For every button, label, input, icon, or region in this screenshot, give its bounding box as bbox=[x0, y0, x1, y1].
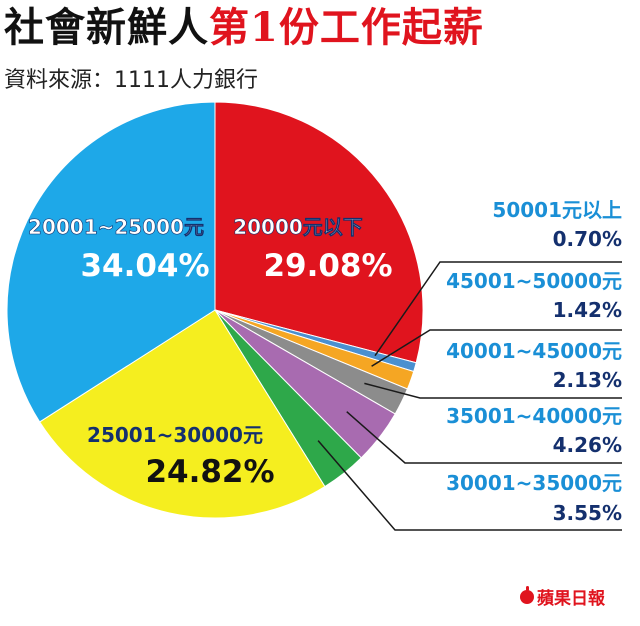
slice-label: 20001~25000元 bbox=[28, 215, 204, 239]
callout-line bbox=[371, 329, 622, 367]
pie-slice bbox=[6, 101, 216, 423]
slice-value-label: 29.08% bbox=[263, 248, 392, 284]
callout-value-label: 2.13% bbox=[553, 368, 622, 392]
callout-label: 30001~35000元 bbox=[446, 471, 622, 495]
title-main: 社會新鮮人 bbox=[4, 4, 209, 51]
callout-label: 40001~45000元 bbox=[446, 339, 622, 363]
apple-icon bbox=[520, 585, 534, 604]
slice-label: 20000元以下 bbox=[233, 215, 363, 239]
callout-label: 35001~40000元 bbox=[446, 404, 622, 428]
callout-value-label: 1.42% bbox=[553, 298, 622, 322]
newspaper-logo: 蘋果日報 bbox=[520, 584, 605, 609]
callout-label: 45001~50000元 bbox=[446, 269, 622, 293]
logo-text: 蘋果日報 bbox=[537, 589, 605, 609]
callout-value-label: 4.26% bbox=[553, 433, 622, 457]
pie-slice bbox=[214, 101, 424, 364]
callout-line bbox=[374, 261, 622, 357]
callout-value-label: 0.70% bbox=[553, 227, 622, 251]
chart-title: 社會新鮮人第1份工作起薪 bbox=[4, 2, 484, 54]
callout-line bbox=[364, 382, 622, 399]
callout-line bbox=[346, 411, 622, 464]
title-highlight: 第1份工作起薪 bbox=[209, 4, 484, 51]
source-note: 資料來源：1111人力銀行 bbox=[4, 68, 258, 93]
slice-value-label: 24.82% bbox=[145, 454, 274, 490]
callout-label: 50001元以上 bbox=[492, 198, 622, 222]
callout-value-label: 3.55% bbox=[553, 501, 622, 525]
pie-slice bbox=[38, 309, 326, 519]
slice-value-label: 34.04% bbox=[80, 248, 209, 284]
callout-line bbox=[317, 440, 622, 531]
slice-label: 25001~30000元 bbox=[87, 423, 263, 447]
